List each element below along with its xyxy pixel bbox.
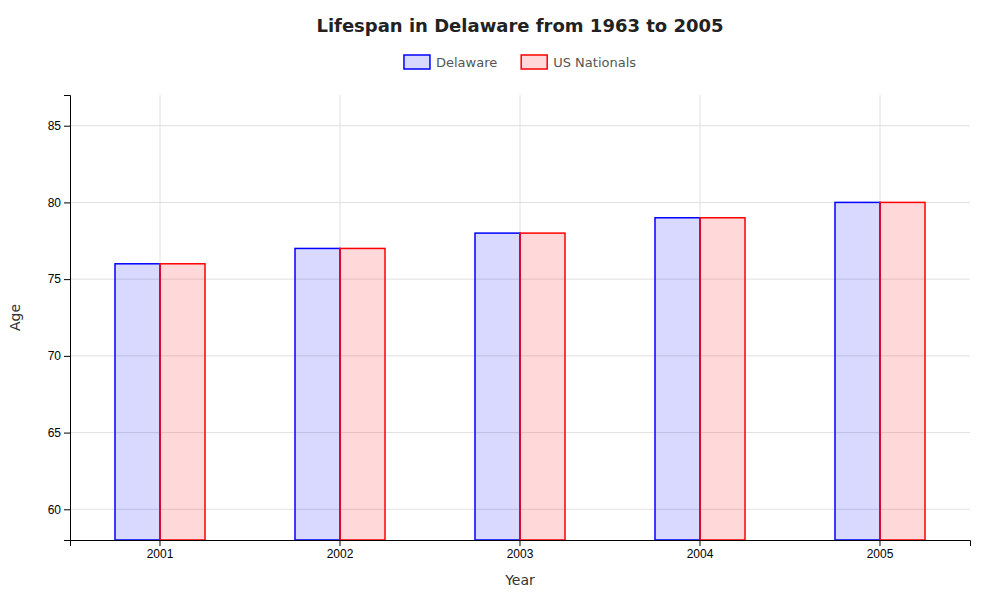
x-tick-label: 2002 [327, 547, 354, 561]
y-tick: 65 [48, 426, 70, 440]
bar [295, 248, 340, 540]
x-tick-label: 2005 [867, 547, 894, 561]
y-axis: 60 65 70 75 80 85 [48, 96, 71, 541]
y-tick-label: 60 [48, 503, 62, 517]
y-tick-label: 65 [48, 426, 62, 440]
bar [340, 248, 385, 540]
x-tick: 2004 [687, 540, 714, 561]
chart: 2001 2002 2003 2004 2005 60 65 70 75 80 85 Year Age L… [0, 0, 1000, 600]
y-tick-mark [64, 509, 70, 510]
y-tick-mark [64, 433, 70, 434]
bar [475, 233, 520, 540]
bar [880, 202, 925, 540]
x-tick: 2001 [147, 540, 174, 561]
y-tick-mark [64, 279, 70, 280]
x-tick-mark [160, 540, 161, 546]
y-tick-mark [64, 126, 70, 127]
y-axis-line [64, 96, 71, 541]
y-tick-label: 85 [48, 119, 62, 133]
bar [160, 264, 205, 540]
x-tick-mark [700, 540, 701, 546]
legend-swatch [404, 55, 430, 69]
legend-label: US Nationals [553, 55, 636, 70]
bar [520, 233, 565, 540]
x-tick-label: 2003 [507, 547, 534, 561]
y-tick-label: 70 [48, 349, 62, 363]
y-tick-mark [64, 202, 70, 203]
x-tick-mark [880, 540, 881, 546]
x-tick-label: 2004 [687, 547, 714, 561]
legend-item: Delaware [404, 55, 497, 70]
bar [700, 218, 745, 540]
grid [70, 95, 970, 540]
y-tick: 80 [48, 196, 70, 210]
legend-item: US Nationals [521, 55, 636, 70]
bar [835, 202, 880, 540]
y-tick: 70 [48, 349, 70, 363]
bar-series [115, 202, 880, 540]
legend-label: Delaware [436, 55, 497, 70]
x-tick-mark [520, 540, 521, 546]
bar [655, 218, 700, 540]
legend-swatch [521, 55, 547, 69]
x-tick: 2005 [867, 540, 894, 561]
legend: Delaware US Nationals [404, 55, 636, 70]
y-tick-label: 75 [48, 272, 62, 286]
y-tick: 60 [48, 503, 70, 517]
y-tick: 85 [48, 119, 70, 133]
plot: 2001 2002 2003 2004 2005 60 65 70 75 80 85 [48, 95, 971, 561]
bars [115, 202, 925, 540]
y-tick-label: 80 [48, 196, 62, 210]
y-axis-title: Age [7, 304, 23, 331]
x-tick: 2002 [327, 540, 354, 561]
x-axis: 2001 2002 2003 2004 2005 [71, 540, 971, 561]
y-tick: 75 [48, 272, 70, 286]
title: Lifespan in Delaware from 1963 to 2005 [316, 15, 723, 36]
x-tick-mark [340, 540, 341, 546]
y-tick-mark [64, 356, 70, 357]
bar-series [160, 202, 925, 540]
x-axis-line [71, 541, 971, 547]
x-axis-title: Year [504, 572, 535, 588]
x-tick: 2003 [507, 540, 534, 561]
x-tick-label: 2001 [147, 547, 174, 561]
bar [115, 264, 160, 540]
